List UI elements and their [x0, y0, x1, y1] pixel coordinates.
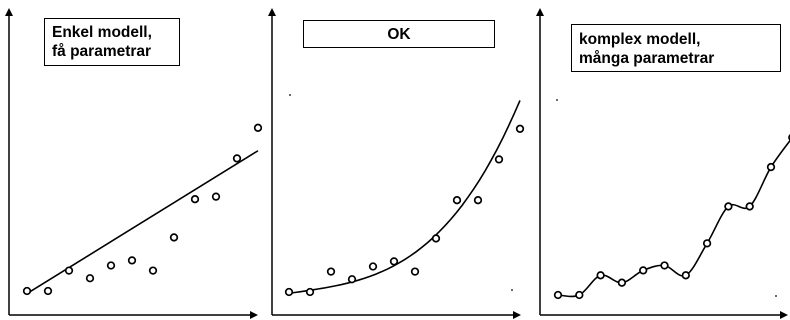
- data-point: [515, 124, 525, 133]
- data-point: [575, 290, 584, 300]
- data-point: [410, 267, 420, 276]
- data-point: [724, 202, 733, 211]
- stray-dot: [556, 99, 558, 101]
- data-point: [431, 234, 441, 243]
- panel-3-label: komplex modell, många parametrar: [571, 24, 781, 72]
- data-point: [553, 290, 563, 300]
- data-point: [43, 286, 53, 296]
- panel-ok-model: [268, 8, 525, 319]
- fit-curve: [288, 100, 521, 295]
- data-point: [190, 195, 200, 204]
- data-point: [617, 278, 627, 287]
- data-point: [211, 192, 221, 201]
- data-point: [127, 256, 137, 265]
- panel-simple-model: [5, 8, 263, 319]
- panel-1-label: Enkel modell, få parametrar: [44, 18, 180, 66]
- panel-2-label: OK: [303, 20, 495, 48]
- fit-curve: [557, 139, 790, 298]
- fit-curve: [26, 150, 259, 295]
- data-point: [22, 286, 32, 296]
- data-point: [681, 271, 690, 280]
- data-point: [596, 271, 605, 280]
- panel-3-marks: [553, 134, 790, 300]
- panel-complex-model: [536, 8, 790, 319]
- data-point: [305, 287, 315, 297]
- data-point: [284, 287, 294, 297]
- data-point: [253, 123, 263, 132]
- data-point: [389, 257, 399, 266]
- data-point: [326, 267, 336, 276]
- data-point: [660, 261, 669, 270]
- data-point: [347, 275, 357, 284]
- stray-dot: [289, 94, 291, 96]
- data-point: [473, 196, 483, 205]
- data-point: [169, 233, 179, 242]
- stray-dot: [511, 289, 513, 291]
- data-point: [148, 266, 158, 275]
- data-point: [702, 239, 712, 248]
- data-point: [745, 202, 754, 211]
- data-point: [639, 266, 648, 275]
- stray-dot: [775, 295, 777, 297]
- data-point: [494, 155, 504, 164]
- panel-1-marks: [22, 123, 263, 296]
- data-point: [452, 196, 462, 205]
- data-point: [232, 154, 242, 163]
- data-point: [106, 261, 116, 270]
- data-point: [368, 262, 378, 271]
- data-point: [766, 162, 776, 172]
- data-point: [64, 266, 74, 275]
- data-point: [85, 274, 95, 283]
- panel-2-marks: [284, 100, 525, 297]
